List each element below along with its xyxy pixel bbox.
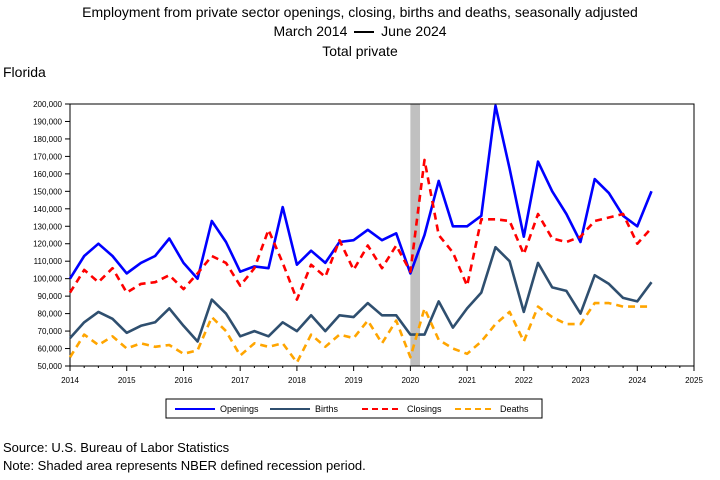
x-tick-label: 2021 (458, 376, 476, 385)
y-tick-label: 140,000 (33, 205, 62, 214)
series-line-closings (68, 158, 653, 301)
y-axis: 50,000 60,000 70,000 80,000 90,000 100,000 110… (33, 100, 70, 371)
y-tick-label: 190,000 (33, 117, 62, 126)
legend-label-deaths: Deaths (500, 404, 529, 414)
x-tick-label: 2023 (572, 376, 590, 385)
y-tick-label: 80,000 (38, 310, 63, 319)
x-tick-label: 2024 (628, 376, 646, 385)
legend: Openings Births Closings Deaths (175, 404, 529, 414)
y-tick-label: 180,000 (33, 135, 62, 144)
x-tick-label: 2018 (288, 376, 306, 385)
legend-box (165, 398, 543, 419)
x-tick-label: 2022 (515, 376, 533, 385)
chart-subtitle: Total private (322, 43, 398, 59)
legend-label-openings: Openings (220, 404, 259, 414)
x-tick-label: 2019 (345, 376, 363, 385)
y-tick-label: 70,000 (38, 327, 63, 336)
y-tick-label: 130,000 (33, 222, 62, 231)
date-range-dash (354, 31, 375, 34)
x-tick-label: 2020 (401, 376, 419, 385)
y-tick-label: 100,000 (33, 275, 62, 284)
date-range-start: March 2014 (273, 23, 348, 39)
y-tick-label: 150,000 (33, 187, 62, 196)
legend-label-births: Births (315, 404, 339, 414)
y-tick-label: 200,000 (33, 100, 62, 109)
x-tick-label: 2025 (685, 376, 703, 385)
series-line-births (69, 245, 653, 343)
y-tick-label: 110,000 (34, 257, 63, 266)
y-tick-label: 160,000 (33, 170, 62, 179)
chart-date-range: March 2014 June 2024 (0, 23, 720, 40)
date-range-end: June 2024 (381, 23, 447, 39)
y-tick-label: 120,000 (33, 240, 62, 249)
y-tick-label: 90,000 (38, 292, 63, 301)
y-tick-label: 170,000 (33, 152, 62, 161)
series-line-openings (68, 104, 653, 281)
series-layer (68, 104, 653, 364)
x-tick-label: 2016 (175, 376, 193, 385)
chart-title: Employment from private sector openings,… (82, 4, 638, 20)
x-tick-label: 2014 (61, 376, 79, 385)
series-line-deaths (68, 301, 652, 364)
legend-label-closings: Closings (407, 404, 442, 414)
x-tick-label: 2017 (231, 376, 249, 385)
plot-frame (69, 103, 695, 367)
state-label: Florida (3, 64, 46, 80)
y-tick-label: 60,000 (38, 345, 63, 354)
x-tick-label: 2015 (118, 376, 136, 385)
shade-note: Note: Shaded area represents NBER define… (3, 458, 366, 473)
x-axis: 2014 2015 2016 2017 2018 2019 2020 2021 2022 2023… (61, 366, 703, 385)
source-note: Source: U.S. Bureau of Labor Statistics (3, 440, 230, 455)
y-tick-label: 50,000 (38, 362, 63, 371)
